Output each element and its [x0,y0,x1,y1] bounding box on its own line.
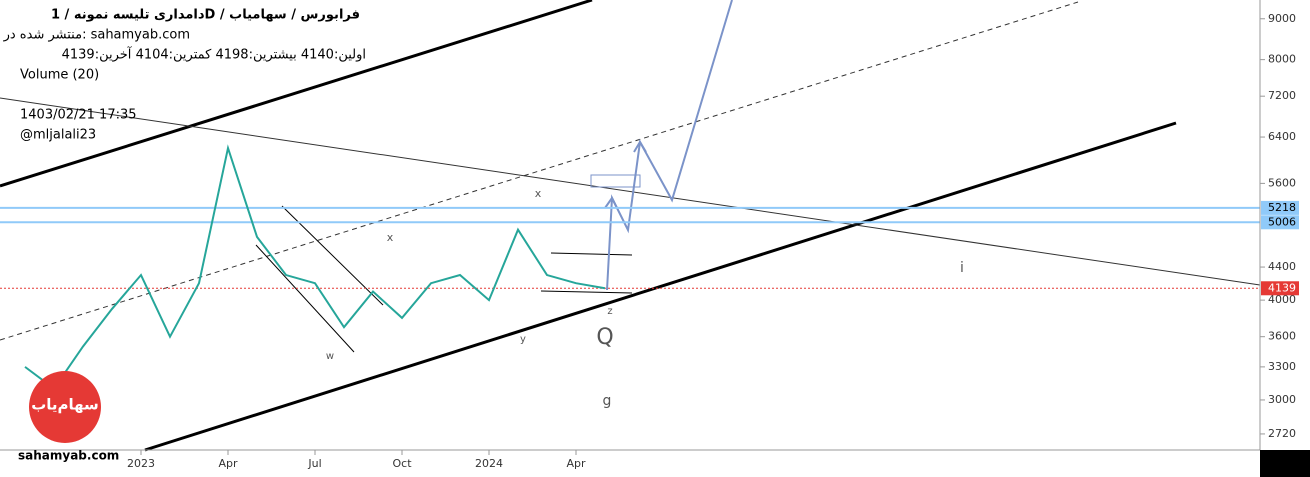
footer: sahamyab.com [18,449,119,463]
header-line: @mljalali23 [20,128,96,143]
arrow-head [604,196,618,209]
drawings [0,0,1261,452]
range-line [540,290,633,294]
level-label: 5218 [1268,201,1296,214]
y-tick-label: 2720 [1268,427,1296,440]
plot: x x w y zQg i [0,144,1260,409]
level-box [1261,200,1299,215]
x-tick-label: 2024 [475,457,503,470]
price-line [24,144,606,390]
header-line: 1403/02/21 17:35 [20,108,137,123]
level-box [1261,281,1299,296]
y-tick-label: 5600 [1268,176,1296,189]
trendline [144,121,1177,452]
header-line: Volume (20) [20,68,99,83]
watermark: سهام‌یاب [31,396,99,414]
level-box [1261,215,1299,230]
y-tick-label: 6400 [1268,130,1296,143]
arrow-head [633,140,647,153]
wave-label: Q [596,325,613,350]
title: دامداری تلیسه نمونه / 1D / فرابورس / سها… [51,8,360,23]
corner [1260,450,1310,477]
x-tick-label: Jul [307,457,321,470]
y-tick-label: 4400 [1268,260,1296,273]
level-label: 5006 [1268,215,1296,228]
axis-background [1260,0,1310,477]
y-tick-label: 8000 [1268,53,1296,66]
x-tick-label: Oct [392,457,412,470]
header-line: منتشر شده در: sahamyab.com [3,28,190,43]
wave-label: x [387,231,394,244]
range-line [550,252,633,256]
wave-label: x [535,187,542,200]
x-tick-label: 2023 [127,457,155,470]
target-box [590,174,641,188]
logo [29,371,101,443]
y-tick-label: 7200 [1268,89,1296,102]
trendline [0,97,1261,286]
x-tick-label: Apr [218,457,238,470]
x-tick-label: Apr [566,457,586,470]
wave-label: g [603,393,612,409]
wave-label: w [326,351,334,362]
y-tick-label: 9000 [1268,12,1296,25]
wave-label: y [520,334,526,345]
level-label: 4139 [1268,281,1296,294]
y-tick-label: 3300 [1268,360,1296,373]
y-tick-label: 3600 [1268,330,1296,343]
header-line: اولین:4140 بیشترین:4198 کمترین:4104 آخری… [62,46,366,63]
trendline [0,0,593,188]
projection-path [606,0,733,291]
wave-label: z [607,306,612,317]
wave-label: i [960,260,964,276]
y-tick-label: 3000 [1268,393,1296,406]
y-tick-label: 4000 [1268,293,1296,306]
channel-line [255,244,355,353]
